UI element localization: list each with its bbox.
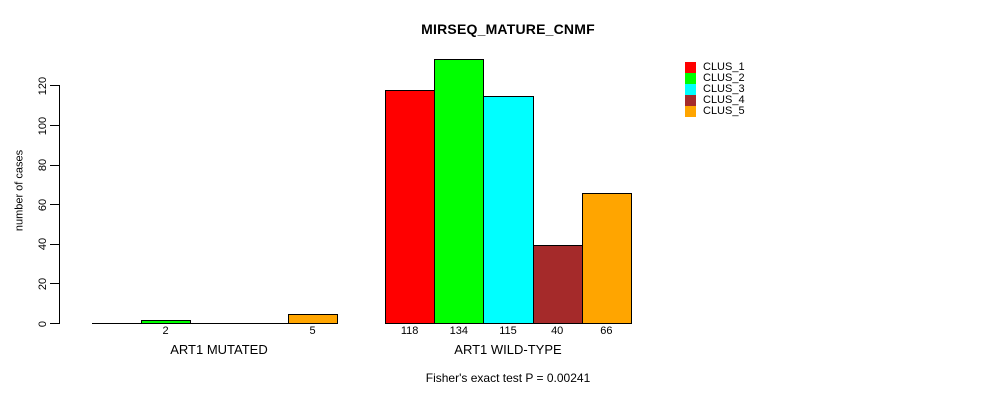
bar-value-label: 40 [551,325,564,337]
bar-clus_3 [483,96,534,324]
y-axis-line [59,85,60,324]
bar-clus_4 [532,244,583,324]
bar-value-label: 2 [162,325,169,337]
bar-clus_5 [581,193,632,324]
y-tick [50,243,59,245]
y-tick [50,204,59,206]
legend-label: CLUS_4 [703,94,745,106]
legend-item: CLUS_3 [685,84,745,95]
y-tick-label: 80 [37,158,49,172]
x-group-label-wild-type: ART1 WILD-TYPE [454,342,562,357]
chart-title: MIRSEQ_MATURE_CNMF [421,21,595,37]
bar-value-label: 66 [600,325,613,337]
legend-swatch-clus_5 [685,106,696,117]
bar-clus_2 [141,320,191,324]
y-tick [50,85,59,87]
x-group-label-mutated: ART1 MUTATED [170,342,268,357]
legend-item: CLUS_5 [685,106,745,117]
y-tick-label: 0 [37,320,49,327]
legend-item: CLUS_4 [685,95,745,106]
x-axis-baseline [92,323,337,324]
legend-swatch-clus_2 [685,73,696,84]
legend-label: CLUS_3 [703,83,745,95]
y-tick-label: 60 [37,198,49,211]
fisher-test-annotation: Fisher's exact test P = 0.00241 [425,371,591,385]
bar-value-label: 134 [449,325,468,337]
y-tick-label: 100 [37,116,49,135]
y-tick [50,283,59,285]
y-tick-label: 120 [37,76,49,96]
legend-swatch-clus_3 [685,84,696,95]
legend-swatch-clus_1 [685,62,696,73]
legend-label: CLUS_1 [703,61,745,73]
y-tick-label: 40 [37,238,49,251]
y-tick [50,125,59,126]
y-tick [50,323,59,324]
legend-label: CLUS_2 [703,72,745,84]
legend-swatch-clus_4 [685,95,696,106]
bar-value-label: 115 [499,325,517,337]
legend-item: CLUS_2 [685,73,745,84]
legend-label: CLUS_5 [703,105,745,117]
bar-clus_2 [434,58,485,324]
bar-value-label: 5 [309,325,316,337]
y-tick-label: 20 [37,277,49,291]
legend-item: CLUS_1 [685,62,745,73]
bar-value-label: 118 [400,325,419,337]
bar-clus_1 [385,90,436,324]
y-axis-title: number of cases [13,149,26,232]
y-tick [50,164,59,166]
bar-clus_5 [288,314,338,324]
legend: CLUS_1 CLUS_2 CLUS_3 CLUS_4 CLUS_5 [685,62,745,117]
